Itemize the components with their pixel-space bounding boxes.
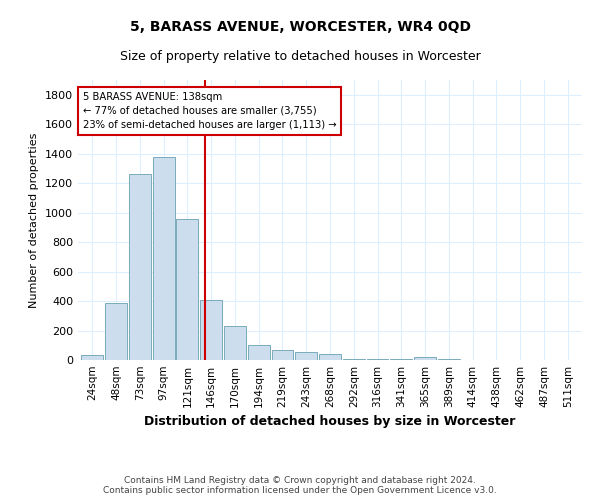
- Bar: [105, 302, 127, 360]
- Bar: [248, 346, 269, 360]
- Bar: [272, 350, 293, 360]
- X-axis label: Distribution of detached houses by size in Worcester: Distribution of detached houses by size …: [145, 416, 515, 428]
- Text: 5 BARASS AVENUE: 138sqm
← 77% of detached houses are smaller (3,755)
23% of semi: 5 BARASS AVENUE: 138sqm ← 77% of detache…: [83, 92, 337, 130]
- Bar: [224, 326, 246, 360]
- Bar: [129, 174, 151, 360]
- Text: 5, BARASS AVENUE, WORCESTER, WR4 0QD: 5, BARASS AVENUE, WORCESTER, WR4 0QD: [130, 20, 470, 34]
- Bar: [200, 300, 222, 360]
- Bar: [414, 357, 436, 360]
- Y-axis label: Number of detached properties: Number of detached properties: [29, 132, 40, 308]
- Bar: [82, 355, 103, 360]
- Bar: [295, 352, 317, 360]
- Bar: [176, 218, 198, 360]
- Bar: [319, 354, 341, 360]
- Bar: [152, 156, 175, 360]
- Bar: [343, 358, 365, 360]
- Text: Size of property relative to detached houses in Worcester: Size of property relative to detached ho…: [119, 50, 481, 63]
- Text: Contains HM Land Registry data © Crown copyright and database right 2024.
Contai: Contains HM Land Registry data © Crown c…: [103, 476, 497, 495]
